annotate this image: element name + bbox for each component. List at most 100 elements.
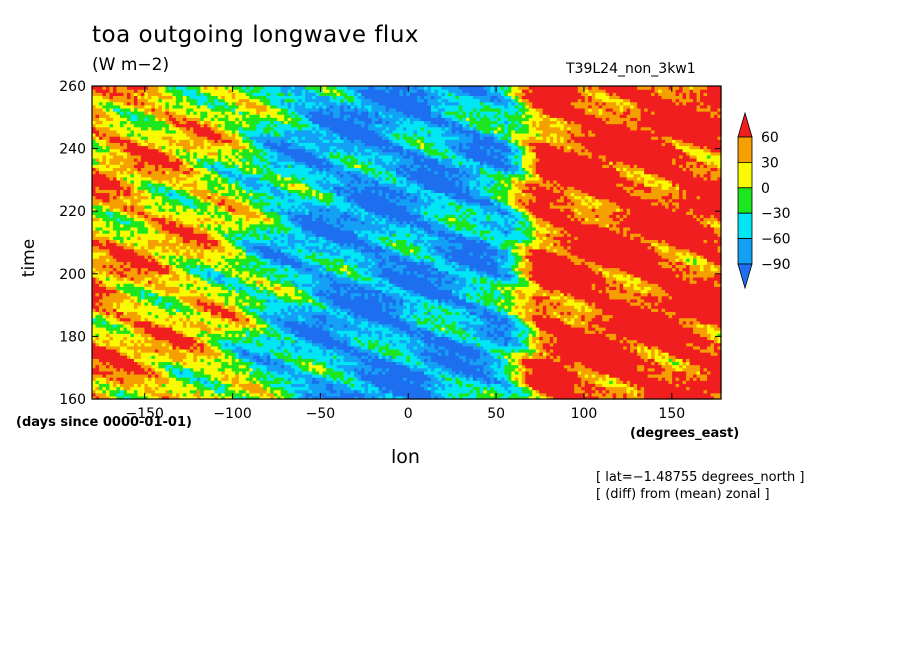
heatmap-cell (252, 352, 257, 356)
heatmap-cell (196, 358, 201, 363)
heatmap-cell (700, 395, 705, 400)
heatmap-cell (626, 364, 631, 369)
heatmap-cell (228, 355, 233, 359)
heatmap-cell (301, 383, 306, 388)
heatmap-cell (448, 389, 453, 394)
heatmap-cell (623, 370, 628, 375)
heatmap-cell (717, 377, 722, 381)
heatmap-cell (364, 373, 369, 378)
heatmap-cell (511, 386, 516, 391)
heatmap-cell (591, 383, 596, 388)
heatmap-cell (137, 380, 142, 384)
heatmap-cell (675, 373, 680, 378)
heatmap-cell (616, 358, 621, 363)
heatmap-cell (196, 367, 201, 372)
heatmap-cell (714, 358, 719, 363)
heatmap-cell (518, 358, 523, 363)
heatmap-cell (210, 361, 215, 366)
heatmap-cell (270, 373, 275, 378)
heatmap-cell (409, 361, 415, 366)
heatmap-cell (217, 373, 222, 378)
heatmap-cell (616, 392, 621, 397)
heatmap-cell (665, 355, 670, 359)
heatmap-cell (375, 355, 380, 359)
heatmap-cell (189, 380, 194, 384)
heatmap-cell (549, 389, 554, 394)
heatmap-cell (263, 377, 268, 381)
heatmap-cell (305, 377, 310, 381)
heatmap-cell (490, 386, 495, 391)
heatmap-cell (500, 389, 505, 394)
heatmap-cell (710, 386, 715, 391)
heatmap-cell (382, 358, 387, 363)
heatmap-cell (602, 380, 607, 384)
heatmap-cell (196, 370, 201, 375)
heatmap-cell (658, 380, 663, 384)
heatmap-cell (189, 373, 194, 378)
heatmap-cell (637, 364, 642, 369)
heatmap-cell (200, 383, 205, 388)
heatmap-cell (256, 370, 261, 375)
heatmap-cell (154, 358, 159, 363)
heatmap-cell (172, 386, 177, 391)
heatmap-cell (329, 361, 334, 366)
heatmap-cell (591, 380, 596, 384)
heatmap-cell (263, 373, 268, 378)
heatmap-cell (693, 377, 698, 381)
heatmap-cell (570, 386, 575, 391)
heatmap-cell (525, 383, 530, 388)
heatmap-cell (493, 361, 498, 366)
heatmap-cell (490, 383, 495, 388)
heatmap-cell (472, 355, 477, 359)
heatmap-cell (245, 358, 250, 363)
heatmap-cell (549, 373, 554, 378)
heatmap-cell (546, 377, 551, 381)
heatmap-cell (637, 395, 642, 400)
heatmap-cell (340, 361, 345, 366)
heatmap-cell (514, 370, 519, 375)
heatmap-cell (354, 352, 359, 356)
heatmap-cell (214, 355, 219, 359)
heatmap-cell (273, 352, 278, 356)
heatmap-cell (633, 380, 638, 384)
heatmap-cell (497, 358, 502, 363)
heatmap-cell (270, 370, 275, 375)
heatmap-cell (396, 392, 401, 397)
heatmap-cell (479, 386, 484, 391)
heatmap-cell (553, 386, 558, 391)
heatmap-cell (249, 377, 254, 381)
heatmap-cell (315, 367, 320, 372)
heatmap-cell (252, 364, 257, 369)
heatmap-cell (175, 392, 180, 397)
heatmap-cell (539, 370, 544, 375)
heatmap-cell (389, 358, 394, 363)
heatmap-cell (266, 383, 271, 388)
y-axis-units: (days since 0000-01-01) (16, 415, 192, 430)
heatmap-cell (553, 395, 558, 400)
heatmap-cell (179, 380, 184, 384)
heatmap-cell (371, 392, 376, 397)
heatmap-cell (528, 361, 533, 366)
heatmap-cell (361, 392, 366, 397)
heatmap-cell (399, 358, 404, 363)
heatmap-cell (235, 383, 240, 388)
heatmap-cell (329, 377, 334, 381)
heatmap-cell (612, 380, 617, 384)
heatmap-cell (305, 367, 310, 372)
heatmap-cell (392, 367, 397, 372)
heatmap-cell (528, 383, 533, 388)
heatmap-cell (252, 373, 257, 378)
heatmap-cell (546, 361, 551, 366)
heatmap-cell (371, 377, 376, 381)
heatmap-cell (672, 358, 677, 363)
heatmap-cell (242, 355, 247, 359)
heatmap-cell (633, 386, 638, 391)
heatmap-cell (714, 380, 719, 384)
heatmap-cell (130, 355, 135, 359)
heatmap-cell (532, 364, 537, 369)
heatmap-cell (504, 383, 509, 388)
heatmap-cell (259, 383, 264, 388)
heatmap-cell (427, 373, 432, 378)
heatmap-cell (329, 380, 334, 384)
heatmap-cell (224, 389, 229, 394)
